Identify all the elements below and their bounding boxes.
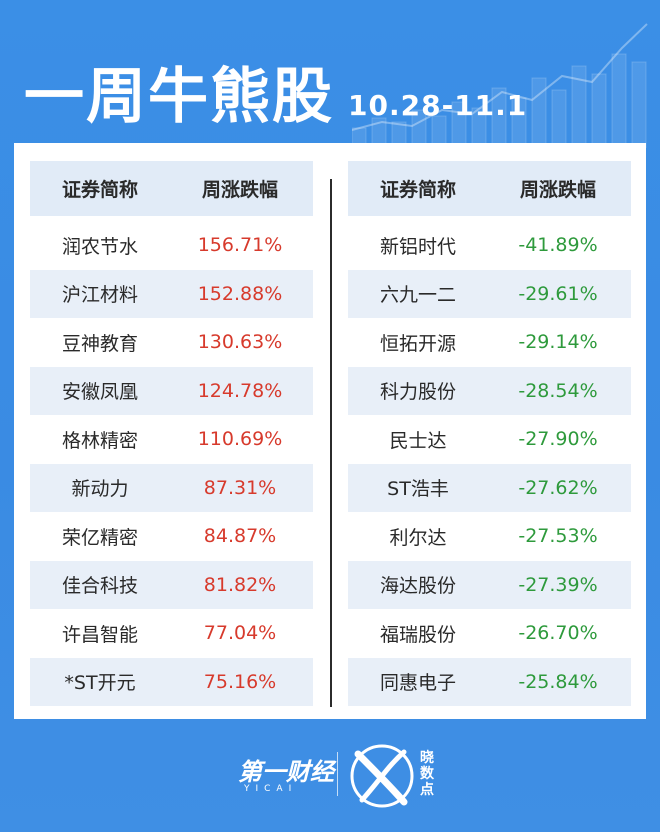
- weekly-change: -27.39%: [518, 573, 598, 596]
- weekly-change: 124.78%: [197, 379, 283, 402]
- table-row: 科力股份 -28.54%: [348, 366, 631, 415]
- table-row: 恒拓开源 -29.14%: [348, 318, 631, 367]
- weekly-change: 87.31%: [203, 476, 277, 499]
- table-row: 格林精密 110.69%: [30, 415, 313, 464]
- table-row: 同惠电子 -25.84%: [348, 657, 631, 706]
- table-row: 六九一二 -29.61%: [348, 269, 631, 318]
- weekly-change: 130.63%: [197, 331, 283, 354]
- stock-name: ST浩丰: [387, 478, 449, 501]
- stock-name: 佳合科技: [61, 575, 138, 598]
- table-row: 许昌智能 77.04%: [30, 609, 313, 658]
- weekly-change: -25.84%: [518, 670, 598, 693]
- footer: 第一财经 YICAI 晓数点: [0, 738, 660, 808]
- stock-name: 许昌智能: [61, 623, 138, 646]
- stock-name: 民士达: [389, 429, 447, 452]
- header-change: 周涨跌幅: [519, 179, 596, 201]
- stock-name: 格林精密: [61, 429, 138, 452]
- table-row: 沪江材料 152.88%: [30, 269, 313, 318]
- gainers-table: 证券简称 周涨跌幅 润农节水 156.71% 沪江材料 152.88% 豆神教育 130.…: [30, 161, 313, 706]
- weekly-change: 84.87%: [203, 525, 277, 548]
- xiaoshudian-logo-icon: [350, 744, 414, 808]
- product-name: 晓数点: [420, 750, 434, 798]
- table-row: 豆神教育 130.63%: [30, 318, 313, 367]
- stock-name: 利尔达: [389, 526, 447, 549]
- table-header: 证券简称 周涨跌幅: [30, 161, 313, 216]
- stock-name: *ST开元: [64, 672, 136, 695]
- brand-logo: 第一财经: [238, 758, 334, 786]
- weekly-change: 77.04%: [203, 622, 277, 645]
- weekly-change: 110.69%: [197, 428, 283, 451]
- weekly-change: -27.90%: [518, 428, 598, 451]
- table-row: 新动力 87.31%: [30, 463, 313, 512]
- stock-name: 恒拓开源: [379, 332, 456, 355]
- weekly-change: -29.61%: [518, 282, 598, 305]
- background-bar-decoration: [352, 23, 648, 148]
- table-row: *ST开元 75.16%: [30, 657, 313, 706]
- table-row: ST浩丰 -27.62%: [348, 463, 631, 512]
- table-row: 利尔达 -27.53%: [348, 512, 631, 561]
- weekly-change: -27.53%: [518, 525, 598, 548]
- stock-name: 新铝时代: [379, 235, 456, 258]
- table-row: 佳合科技 81.82%: [30, 560, 313, 609]
- losers-table: 证券简称 周涨跌幅 新铝时代 -41.89% 六九一二 -29.61% 恒拓开源 -29.…: [348, 161, 631, 706]
- weekly-change: -41.89%: [518, 234, 598, 257]
- weekly-change: 156.71%: [197, 234, 283, 257]
- brand-logo-en: YICAI: [244, 784, 298, 794]
- weekly-change: 75.16%: [203, 670, 277, 693]
- table-row: 福瑞股份 -26.70%: [348, 609, 631, 658]
- weekly-change: 152.88%: [197, 282, 283, 305]
- stock-name: 同惠电子: [379, 672, 456, 695]
- table-row: 民士达 -27.90%: [348, 415, 631, 464]
- stock-name: 荣亿精密: [61, 526, 138, 549]
- column-divider: [330, 179, 332, 707]
- header-name: 证券简称: [379, 179, 456, 201]
- table-row: 荣亿精密 84.87%: [30, 512, 313, 561]
- weekly-change: 81.82%: [203, 573, 277, 596]
- table-row: 润农节水 156.71%: [30, 221, 313, 270]
- header: 一周牛熊股 10.28-11.1: [24, 52, 527, 132]
- stock-name: 润农节水: [61, 235, 138, 258]
- stock-name: 科力股份: [379, 381, 456, 404]
- date-range: 10.28-11.1: [348, 89, 528, 122]
- table-row: 新铝时代 -41.89%: [348, 221, 631, 270]
- table-row: 安徽凤凰 124.78%: [30, 366, 313, 415]
- ranking-card: 证券简称 周涨跌幅 润农节水 156.71% 沪江材料 152.88% 豆神教育 130.…: [14, 143, 646, 719]
- stock-name: 沪江材料: [61, 284, 138, 307]
- page-title: 一周牛熊股: [24, 62, 334, 132]
- weekly-change: -27.62%: [518, 476, 598, 499]
- stock-name: 新动力: [71, 478, 129, 501]
- header-change: 周涨跌幅: [201, 179, 278, 201]
- table-row: 海达股份 -27.39%: [348, 560, 631, 609]
- table-header: 证券简称 周涨跌幅: [348, 161, 631, 216]
- header-name: 证券简称: [61, 179, 138, 201]
- weekly-change: -29.14%: [518, 331, 598, 354]
- stock-name: 海达股份: [379, 575, 456, 598]
- stock-name: 豆神教育: [61, 332, 138, 355]
- weekly-change: -26.70%: [518, 622, 598, 645]
- stock-name: 六九一二: [379, 284, 456, 307]
- weekly-change: -28.54%: [518, 379, 598, 402]
- logo-separator: [337, 752, 338, 796]
- stock-name: 安徽凤凰: [61, 381, 138, 404]
- stock-name: 福瑞股份: [379, 623, 456, 646]
